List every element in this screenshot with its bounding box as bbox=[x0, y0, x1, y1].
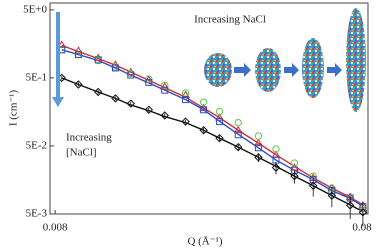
marker bbox=[290, 171, 299, 181]
marker bbox=[74, 80, 83, 89]
marker bbox=[327, 191, 337, 200]
marker bbox=[215, 133, 224, 143]
y-axis-label: I (cm⁻¹) bbox=[8, 90, 20, 127]
molecule bbox=[302, 38, 324, 98]
marker bbox=[254, 132, 263, 140]
marker bbox=[93, 87, 103, 97]
marker bbox=[126, 99, 135, 108]
marker bbox=[126, 67, 136, 76]
illustration bbox=[52, 8, 366, 112]
marker bbox=[254, 138, 263, 147]
marker bbox=[161, 86, 169, 94]
marker bbox=[200, 106, 208, 114]
x-tick-label: 0.08 bbox=[352, 222, 372, 234]
arrow bbox=[234, 63, 251, 77]
plot-frame bbox=[49, 2, 369, 215]
marker bbox=[272, 145, 280, 153]
molecule bbox=[255, 48, 281, 92]
annotation: Increasing bbox=[66, 132, 112, 144]
x-axis-label: Q (Å⁻¹) bbox=[187, 236, 222, 248]
marker bbox=[358, 208, 368, 217]
marker bbox=[345, 201, 355, 210]
marker bbox=[234, 118, 242, 127]
x-tick-label: 0.008 bbox=[43, 222, 68, 234]
marker bbox=[94, 56, 102, 64]
marker bbox=[254, 144, 262, 152]
molecule bbox=[346, 8, 366, 112]
marker bbox=[182, 96, 190, 104]
annotation: [NaCl] bbox=[66, 147, 97, 159]
marker bbox=[234, 142, 243, 152]
marker bbox=[145, 78, 153, 86]
marker bbox=[111, 64, 119, 72]
marker bbox=[181, 117, 190, 126]
y-tick-label: 5E-2 bbox=[26, 139, 47, 151]
arrow bbox=[327, 63, 342, 77]
marker bbox=[74, 51, 82, 59]
y-tick-label: 5E-3 bbox=[26, 208, 48, 220]
marker bbox=[199, 103, 208, 112]
y-tick-label: 5E-1 bbox=[26, 71, 47, 83]
marker bbox=[160, 111, 169, 120]
marker bbox=[271, 163, 281, 172]
marker bbox=[233, 125, 243, 134]
marker bbox=[309, 181, 318, 190]
marker bbox=[127, 71, 135, 79]
marker bbox=[199, 98, 208, 106]
marker bbox=[160, 82, 170, 90]
molecule bbox=[204, 53, 232, 87]
fit-line bbox=[61, 77, 364, 213]
marker bbox=[199, 126, 208, 135]
marker bbox=[181, 90, 190, 99]
trend-arrow bbox=[52, 12, 64, 107]
marker bbox=[290, 159, 299, 167]
marker bbox=[254, 153, 263, 162]
marker bbox=[215, 113, 224, 121]
y-tick-label: 5E+0 bbox=[23, 3, 47, 15]
marker bbox=[74, 46, 83, 54]
marker bbox=[144, 105, 154, 114]
marker bbox=[111, 94, 120, 103]
marker bbox=[234, 131, 242, 139]
annotation: Increasing NaCl bbox=[194, 14, 266, 26]
marker bbox=[215, 107, 224, 116]
arrow bbox=[284, 63, 299, 77]
marker bbox=[161, 81, 169, 89]
marker bbox=[216, 118, 224, 126]
